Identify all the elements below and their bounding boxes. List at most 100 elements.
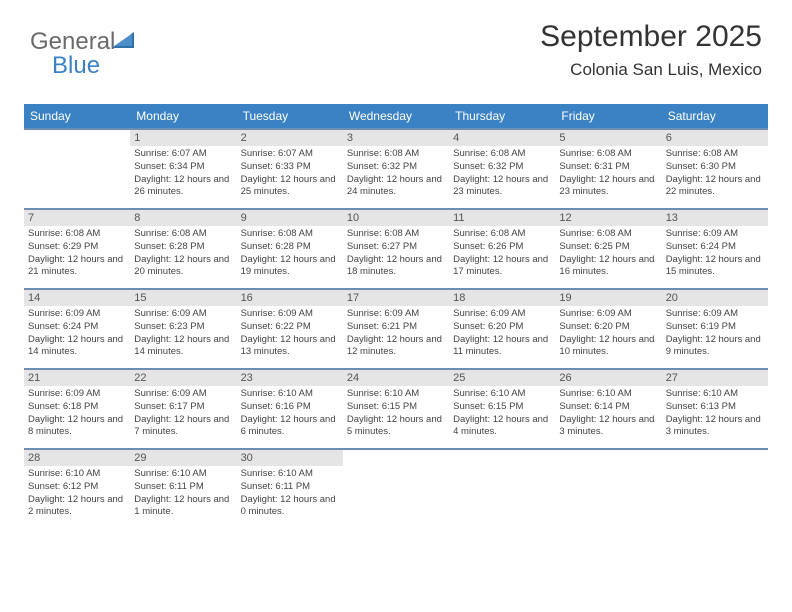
calendar-cell: 5Sunrise: 6:08 AMSunset: 6:31 PMDaylight… (555, 130, 661, 208)
calendar-cell: 10Sunrise: 6:08 AMSunset: 6:27 PMDayligh… (343, 210, 449, 288)
calendar-cell: 8Sunrise: 6:08 AMSunset: 6:28 PMDaylight… (130, 210, 236, 288)
daylight-text: Daylight: 12 hours and 4 minutes. (453, 414, 551, 440)
day-info: Sunrise: 6:08 AMSunset: 6:32 PMDaylight:… (449, 146, 555, 202)
daylight-text: Daylight: 12 hours and 5 minutes. (347, 414, 445, 440)
day-number: 27 (662, 370, 768, 386)
calendar-cell: 15Sunrise: 6:09 AMSunset: 6:23 PMDayligh… (130, 290, 236, 368)
day-info: Sunrise: 6:09 AMSunset: 6:20 PMDaylight:… (449, 306, 555, 362)
day-info: Sunrise: 6:09 AMSunset: 6:22 PMDaylight:… (237, 306, 343, 362)
sunset-text: Sunset: 6:27 PM (347, 241, 445, 254)
day-info: Sunrise: 6:10 AMSunset: 6:11 PMDaylight:… (237, 466, 343, 522)
day-info: Sunrise: 6:10 AMSunset: 6:13 PMDaylight:… (662, 386, 768, 442)
sunset-text: Sunset: 6:20 PM (453, 321, 551, 334)
sunset-text: Sunset: 6:14 PM (559, 401, 657, 414)
day-number: 8 (130, 210, 236, 226)
calendar-week: 28Sunrise: 6:10 AMSunset: 6:12 PMDayligh… (24, 448, 768, 528)
daylight-text: Daylight: 12 hours and 8 minutes. (28, 414, 126, 440)
logo: General Blue (30, 28, 115, 80)
day-number: 14 (24, 290, 130, 306)
sunset-text: Sunset: 6:32 PM (453, 161, 551, 174)
day-info: Sunrise: 6:07 AMSunset: 6:34 PMDaylight:… (130, 146, 236, 202)
daylight-text: Daylight: 12 hours and 2 minutes. (28, 494, 126, 520)
day-number: 7 (24, 210, 130, 226)
month-title: September 2025 (540, 20, 762, 54)
sunset-text: Sunset: 6:17 PM (134, 401, 232, 414)
sunset-text: Sunset: 6:11 PM (134, 481, 232, 494)
calendar-week: 21Sunrise: 6:09 AMSunset: 6:18 PMDayligh… (24, 368, 768, 448)
sunrise-text: Sunrise: 6:08 AM (347, 148, 445, 161)
day-header: Sunday (24, 104, 130, 128)
sunrise-text: Sunrise: 6:10 AM (666, 388, 764, 401)
calendar-cell: 1Sunrise: 6:07 AMSunset: 6:34 PMDaylight… (130, 130, 236, 208)
calendar-cell: 7Sunrise: 6:08 AMSunset: 6:29 PMDaylight… (24, 210, 130, 288)
day-info: Sunrise: 6:10 AMSunset: 6:15 PMDaylight:… (343, 386, 449, 442)
day-info: Sunrise: 6:08 AMSunset: 6:32 PMDaylight:… (343, 146, 449, 202)
day-header: Tuesday (237, 104, 343, 128)
calendar-cell: 11Sunrise: 6:08 AMSunset: 6:26 PMDayligh… (449, 210, 555, 288)
day-number: 22 (130, 370, 236, 386)
sunset-text: Sunset: 6:21 PM (347, 321, 445, 334)
calendar-cell: 19Sunrise: 6:09 AMSunset: 6:20 PMDayligh… (555, 290, 661, 368)
day-number: 6 (662, 130, 768, 146)
sunset-text: Sunset: 6:23 PM (134, 321, 232, 334)
day-number: 17 (343, 290, 449, 306)
day-number: 11 (449, 210, 555, 226)
sunrise-text: Sunrise: 6:09 AM (28, 388, 126, 401)
calendar-cell: 30Sunrise: 6:10 AMSunset: 6:11 PMDayligh… (237, 450, 343, 528)
day-info: Sunrise: 6:09 AMSunset: 6:24 PMDaylight:… (662, 226, 768, 282)
calendar-cell: 22Sunrise: 6:09 AMSunset: 6:17 PMDayligh… (130, 370, 236, 448)
sunset-text: Sunset: 6:11 PM (241, 481, 339, 494)
sunrise-text: Sunrise: 6:09 AM (666, 308, 764, 321)
sunset-text: Sunset: 6:26 PM (453, 241, 551, 254)
day-info: Sunrise: 6:09 AMSunset: 6:23 PMDaylight:… (130, 306, 236, 362)
daylight-text: Daylight: 12 hours and 11 minutes. (453, 334, 551, 360)
sunset-text: Sunset: 6:30 PM (666, 161, 764, 174)
day-number: 20 (662, 290, 768, 306)
daylight-text: Daylight: 12 hours and 13 minutes. (241, 334, 339, 360)
daylight-text: Daylight: 12 hours and 3 minutes. (559, 414, 657, 440)
calendar-cell: 23Sunrise: 6:10 AMSunset: 6:16 PMDayligh… (237, 370, 343, 448)
sunrise-text: Sunrise: 6:10 AM (241, 388, 339, 401)
daylight-text: Daylight: 12 hours and 17 minutes. (453, 254, 551, 280)
day-number: 10 (343, 210, 449, 226)
day-number: 2 (237, 130, 343, 146)
day-number (662, 450, 768, 454)
day-info: Sunrise: 6:10 AMSunset: 6:15 PMDaylight:… (449, 386, 555, 442)
day-number: 9 (237, 210, 343, 226)
sunrise-text: Sunrise: 6:08 AM (666, 148, 764, 161)
daylight-text: Daylight: 12 hours and 20 minutes. (134, 254, 232, 280)
day-number: 25 (449, 370, 555, 386)
sunset-text: Sunset: 6:29 PM (28, 241, 126, 254)
day-number: 12 (555, 210, 661, 226)
day-number: 5 (555, 130, 661, 146)
daylight-text: Daylight: 12 hours and 14 minutes. (134, 334, 232, 360)
day-header: Saturday (662, 104, 768, 128)
calendar-cell (449, 450, 555, 528)
calendar-cell: 4Sunrise: 6:08 AMSunset: 6:32 PMDaylight… (449, 130, 555, 208)
day-number (449, 450, 555, 454)
calendar-cell: 12Sunrise: 6:08 AMSunset: 6:25 PMDayligh… (555, 210, 661, 288)
calendar-cell (662, 450, 768, 528)
sunrise-text: Sunrise: 6:09 AM (666, 228, 764, 241)
sunset-text: Sunset: 6:15 PM (347, 401, 445, 414)
calendar-cell: 27Sunrise: 6:10 AMSunset: 6:13 PMDayligh… (662, 370, 768, 448)
calendar-week: 7Sunrise: 6:08 AMSunset: 6:29 PMDaylight… (24, 208, 768, 288)
daylight-text: Daylight: 12 hours and 7 minutes. (134, 414, 232, 440)
calendar: Sunday Monday Tuesday Wednesday Thursday… (24, 104, 768, 528)
day-header-row: Sunday Monday Tuesday Wednesday Thursday… (24, 104, 768, 128)
calendar-cell: 2Sunrise: 6:07 AMSunset: 6:33 PMDaylight… (237, 130, 343, 208)
sunset-text: Sunset: 6:34 PM (134, 161, 232, 174)
sunrise-text: Sunrise: 6:10 AM (559, 388, 657, 401)
sunset-text: Sunset: 6:24 PM (666, 241, 764, 254)
sunset-text: Sunset: 6:18 PM (28, 401, 126, 414)
calendar-cell: 9Sunrise: 6:08 AMSunset: 6:28 PMDaylight… (237, 210, 343, 288)
calendar-cell: 25Sunrise: 6:10 AMSunset: 6:15 PMDayligh… (449, 370, 555, 448)
day-info: Sunrise: 6:09 AMSunset: 6:20 PMDaylight:… (555, 306, 661, 362)
sunrise-text: Sunrise: 6:09 AM (241, 308, 339, 321)
day-header: Monday (130, 104, 236, 128)
sunrise-text: Sunrise: 6:08 AM (453, 148, 551, 161)
day-info: Sunrise: 6:09 AMSunset: 6:24 PMDaylight:… (24, 306, 130, 362)
day-number: 29 (130, 450, 236, 466)
calendar-cell: 18Sunrise: 6:09 AMSunset: 6:20 PMDayligh… (449, 290, 555, 368)
day-number: 4 (449, 130, 555, 146)
